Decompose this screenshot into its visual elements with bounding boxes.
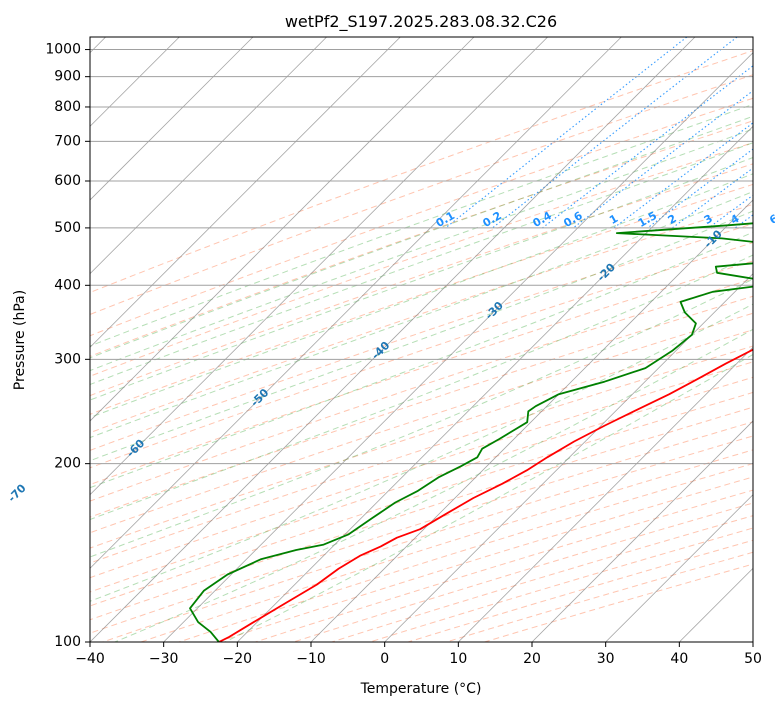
axes: −40 −30 −20 −10 0 10 20 30 40 50 100 200 300 400 500 60…: [45, 42, 762, 667]
y-tick-label: 300: [54, 351, 81, 367]
isotherm-line: [458, 346, 753, 642]
moist-adiabat: [90, 142, 753, 386]
y-axis-label: Pressure (hPa): [12, 290, 28, 390]
mixing-ratio-line: [672, 167, 753, 229]
dry-adiabat: [90, 361, 753, 579]
chart-title: wetPf2_S197.2025.283.08.32.C26: [285, 12, 557, 32]
isotherm-line: [90, 37, 327, 275]
x-tick-label: 0: [380, 651, 389, 667]
y-tick-label: 200: [54, 456, 81, 472]
dry-adiabat: [90, 50, 753, 294]
moist-adiabat: [90, 303, 753, 602]
x-axis-label: Temperature (°C): [360, 681, 482, 697]
dry-adiabat: [90, 312, 753, 534]
x-tick-label: 40: [670, 651, 688, 667]
x-tick-label: −40: [75, 651, 105, 667]
isotherm-line: [90, 37, 254, 201]
dry-adiabat: [90, 74, 753, 315]
isotherm-line: [531, 420, 753, 642]
y-tick-label: 700: [54, 133, 81, 149]
data-series: [189, 222, 753, 642]
moist-adiabat: [90, 173, 753, 419]
isotherm-line: [90, 37, 622, 569]
background-lines: [90, 37, 753, 642]
isotherm-line: [605, 494, 753, 642]
y-tick-label: 1000: [45, 42, 81, 58]
isotherm-line: [90, 37, 401, 348]
x-tick-label: 30: [597, 651, 615, 667]
isotherm-line: [163, 52, 753, 642]
dry-adiabat: [90, 260, 753, 486]
dry-adiabat: [90, 223, 753, 451]
isotherm-line: [752, 641, 753, 642]
moist-adiabat: [90, 128, 753, 372]
x-tick-label: −10: [296, 651, 326, 667]
dewpoint-profile-line: [189, 222, 753, 642]
dry-adiabat: [90, 97, 753, 337]
dry-adiabat: [90, 391, 753, 607]
x-tick-label: 50: [744, 651, 762, 667]
isotherm-label: -70: [5, 481, 28, 504]
isotherm-line: [310, 199, 753, 642]
mixing-ratio-line: [542, 65, 753, 229]
plot-background: [90, 37, 753, 642]
x-tick-label: −30: [149, 651, 179, 667]
mixing-ratio-line: [572, 90, 753, 229]
x-tick-label: 10: [449, 651, 467, 667]
x-tick-label: 20: [523, 651, 541, 667]
temperature-profile-line: [218, 348, 753, 642]
plot-frame: [89, 36, 754, 643]
dry-adiabat: [90, 203, 753, 434]
isotherm-line: [90, 37, 696, 642]
isotherm-line: [90, 37, 475, 422]
isotherm-line: [237, 125, 753, 642]
x-tick-label: −20: [223, 651, 253, 667]
mixing-ratio-label: 6: [767, 212, 775, 227]
y-tick-label: 600: [54, 173, 81, 189]
y-tick-label: 900: [54, 69, 81, 85]
y-tick-label: 800: [54, 99, 81, 115]
moist-adiabat: [90, 278, 753, 558]
moist-adiabat: [90, 157, 753, 401]
dry-adiabat: [90, 345, 753, 564]
y-tick-label: 400: [54, 277, 81, 293]
y-tick-label: 500: [54, 220, 81, 236]
y-tick-label: 100: [54, 634, 81, 650]
isotherm-line: [90, 37, 548, 496]
